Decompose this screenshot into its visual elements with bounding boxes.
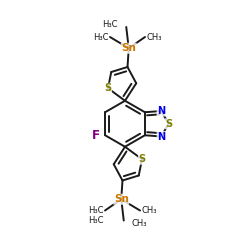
Text: CH₃: CH₃ — [131, 218, 147, 228]
Text: H₃C: H₃C — [88, 206, 104, 215]
Text: CH₃: CH₃ — [141, 206, 157, 215]
Text: F: F — [92, 129, 100, 142]
Text: S: S — [138, 154, 145, 164]
Text: S: S — [165, 119, 172, 129]
Text: H₃C: H₃C — [102, 20, 118, 29]
Text: N: N — [157, 132, 165, 141]
Text: H₃C: H₃C — [93, 32, 109, 42]
Text: N: N — [157, 106, 165, 116]
Text: Sn: Sn — [114, 194, 129, 204]
Text: Sn: Sn — [121, 43, 136, 53]
Text: H₃C: H₃C — [88, 216, 104, 225]
Text: CH₃: CH₃ — [146, 32, 162, 42]
Text: S: S — [104, 83, 112, 93]
